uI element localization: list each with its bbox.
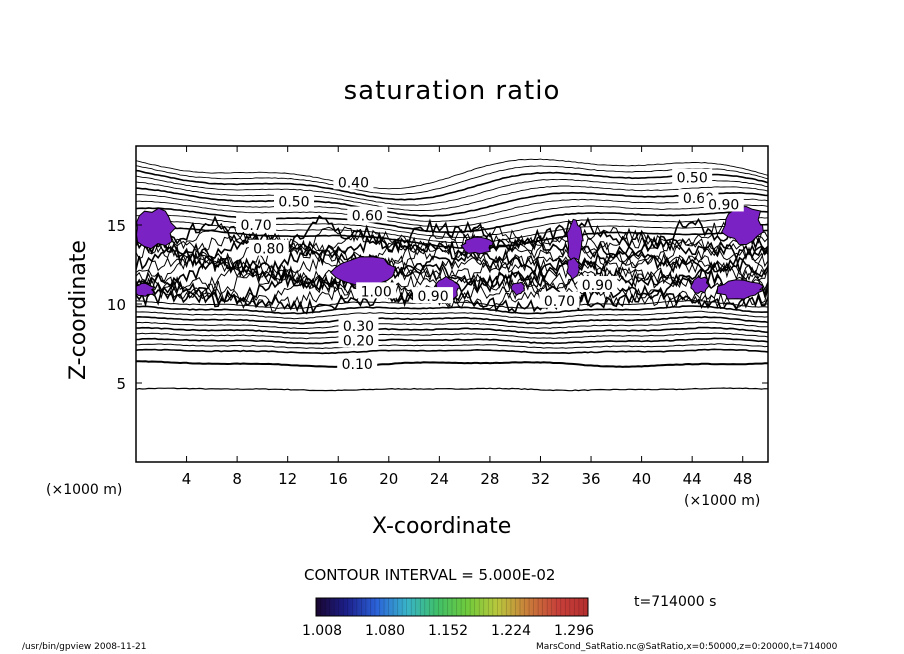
colorbar: 1.008 1.080 1.152 1.224 1.296: [302, 597, 594, 639]
contour-label-bg: [333, 173, 374, 190]
contour-label: 1.00: [361, 284, 392, 300]
time-label: t=714000 s: [634, 594, 717, 610]
supersaturated-region: [566, 257, 581, 280]
supersaturated-region: [136, 207, 178, 250]
footer-source-info: MarsCond_SatRatio.nc@SatRatio,x=0:50000,…: [536, 642, 838, 652]
contour-label-bg: [347, 206, 388, 223]
contour-label: 0.90: [582, 278, 613, 294]
contour-label: 0.10: [342, 357, 373, 373]
x-axis-label: X-coordinate: [372, 514, 512, 539]
x-tick-label: 4: [182, 470, 192, 488]
contour-label: 0.40: [338, 175, 369, 191]
contour-interval-label: CONTOUR INTERVAL = 5.000E-02: [304, 566, 556, 584]
supersaturated-region: [329, 256, 397, 287]
supersaturated-region: [720, 205, 764, 246]
contour-line: [136, 332, 768, 340]
contour-label-bg: [413, 287, 454, 304]
contour-label-bg: [672, 168, 713, 185]
footer-program-info: /usr/bin/gpview 2008-11-21: [22, 642, 147, 652]
contour-line: [136, 360, 768, 368]
x-tick-label: 16: [329, 470, 348, 488]
chart-title: saturation ratio: [343, 76, 561, 106]
x-tick-label: 24: [430, 470, 449, 488]
colorbar-tick-label: 1.080: [365, 623, 405, 639]
contour-label: 0.90: [708, 197, 739, 213]
contour-label-bg: [236, 216, 277, 232]
contour-line: [136, 315, 768, 325]
contour-label-bg: [338, 331, 379, 348]
colorbar-tick-label: 1.224: [491, 623, 531, 639]
contour-label: 0.80: [253, 242, 284, 258]
contour-label: 0.50: [677, 171, 708, 187]
colorbar-gradient: [315, 597, 589, 617]
y-tick-label: 10: [107, 296, 126, 314]
contour-label-bg: [338, 317, 379, 334]
contour-labels: 0.10 0.200.30 0.40 0.50 0.60 0.70 0.80 0.90 0.70…: [236, 168, 744, 373]
x-axis: 4 8 12 16 20 24 28 32 36 40 44 48: [182, 146, 752, 488]
colorbar-tick-label: 1.008: [302, 623, 342, 639]
contour-label: 0.70: [544, 294, 575, 310]
supersaturated-region: [136, 282, 155, 297]
contour-label-bg: [539, 291, 580, 308]
y-axis-unit: (×1000 m): [46, 482, 123, 498]
contour-line: [136, 221, 768, 256]
contour-line: [136, 169, 768, 201]
contour-line: [136, 165, 768, 195]
contour-line: [136, 200, 768, 228]
supersaturated-region: [566, 218, 584, 264]
contour-line: [136, 310, 768, 320]
contour-lines: [136, 158, 768, 392]
supersaturated-regions: [136, 205, 766, 300]
contour-label-bg: [356, 282, 397, 299]
contour-line: [136, 232, 768, 270]
y-tick-label: 15: [107, 217, 126, 235]
contour-label-bg: [577, 276, 618, 293]
contour-label: 0.70: [240, 218, 271, 234]
contour-line: [136, 337, 768, 345]
x-tick-label: 32: [531, 470, 550, 488]
x-tick-label: 48: [733, 470, 752, 488]
contour-line: [136, 326, 768, 335]
contour-label: 0.60: [352, 209, 383, 225]
colorbar-tick-label: 1.152: [428, 623, 468, 639]
y-axis: 5 10 15: [107, 217, 768, 393]
contour-label-bg: [248, 239, 289, 256]
contour-label-bg: [703, 195, 744, 212]
contour-label: 0.90: [417, 289, 448, 305]
contour-line: [136, 305, 768, 315]
contour-line: [136, 348, 768, 355]
contour-label: 0.30: [343, 319, 374, 335]
supersaturated-region: [460, 236, 494, 255]
contour-line: [136, 158, 768, 190]
x-axis-unit: (×1000 m): [684, 493, 761, 509]
contour-line: [136, 227, 768, 250]
contour-line: [136, 187, 768, 217]
x-tick-label: 28: [480, 470, 499, 488]
supersaturated-region: [716, 279, 766, 300]
contour-line: [136, 249, 768, 290]
contour-line: [136, 321, 768, 330]
contour-line: [136, 194, 768, 223]
contour-line: [136, 387, 768, 392]
supersaturated-region: [690, 276, 711, 294]
contour-line: [136, 343, 768, 350]
contour-line: [136, 227, 768, 258]
x-tick-label: 40: [632, 470, 651, 488]
colorbar-tick-label: 1.296: [554, 623, 594, 639]
x-tick-label: 12: [278, 470, 297, 488]
contour-label: 0.20: [343, 333, 374, 349]
supersaturated-region: [510, 281, 525, 296]
y-tick-label: 5: [116, 375, 126, 393]
contour-line: [136, 181, 768, 212]
x-tick-label: 44: [683, 470, 702, 488]
x-tick-label: 36: [581, 470, 600, 488]
y-axis-label: Z-coordinate: [66, 240, 91, 380]
contour-label-bg: [274, 192, 314, 209]
contour-line: [136, 175, 768, 206]
x-tick-label: 20: [379, 470, 398, 488]
contour-label: 0.50: [278, 194, 309, 210]
contour-label-bg: [337, 355, 378, 372]
x-tick-label: 8: [232, 470, 242, 488]
